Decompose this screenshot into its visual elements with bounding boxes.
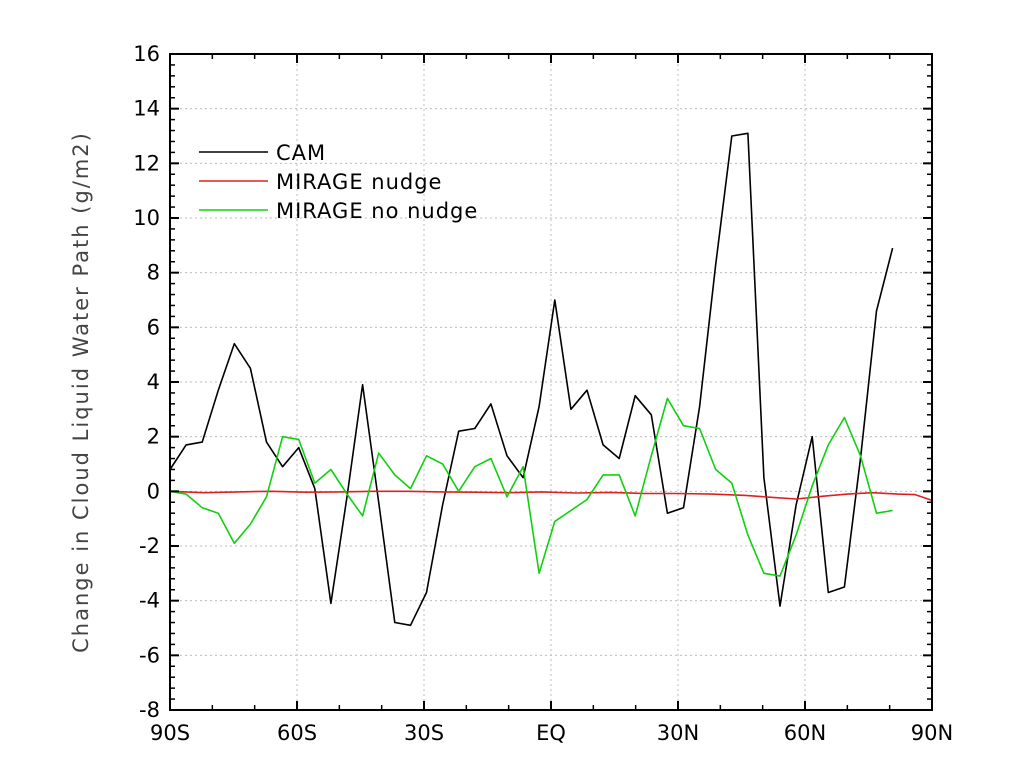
- tick-labels: -8 -6 -4 -2 0 2 4 6 8 10 12 14 16 90S 60S 30S EQ 30N 60N 90…: [133, 42, 953, 745]
- x-tick-label: 30N: [657, 721, 699, 745]
- axis-ticks: [169, 53, 933, 711]
- y-tick-label: 14: [133, 97, 160, 121]
- y-tick-label: -2: [139, 534, 160, 558]
- y-tick-label: 12: [133, 151, 160, 175]
- y-axis-title: Change in Cloud Liquid Water Path (g/m2): [69, 131, 93, 653]
- series-line-mirage-no-nudge: [169, 397, 893, 577]
- x-tick-label: 60N: [784, 721, 826, 745]
- x-tick-label: 90S: [150, 721, 190, 745]
- series-line-cam: [169, 132, 894, 627]
- y-tick-label: -6: [139, 643, 160, 667]
- y-tick-label: 16: [133, 42, 160, 66]
- y-tick-label: 8: [147, 261, 160, 285]
- y-tick-label: 0: [147, 479, 160, 503]
- series-lines: [169, 132, 933, 627]
- y-tick-label: 4: [147, 370, 160, 394]
- x-tick-label: 60S: [277, 721, 317, 745]
- legend-label: CAM: [276, 141, 326, 165]
- legend-label: MIRAGE nudge: [276, 170, 442, 194]
- grid-lines: [170, 54, 932, 710]
- y-tick-label: -4: [139, 589, 160, 613]
- x-tick-label: 30S: [404, 721, 444, 745]
- series-line-mirage-nudge: [169, 490, 933, 502]
- y-tick-label: -8: [139, 698, 160, 722]
- legend: CAM MIRAGE nudge MIRAGE no nudge: [199, 141, 478, 223]
- y-tick-label: 2: [147, 425, 160, 449]
- x-tick-label: 90N: [911, 721, 953, 745]
- x-tick-label: EQ: [536, 721, 566, 745]
- y-tick-label: 10: [133, 206, 160, 230]
- legend-label: MIRAGE no nudge: [276, 199, 478, 223]
- y-tick-label: 6: [147, 315, 160, 339]
